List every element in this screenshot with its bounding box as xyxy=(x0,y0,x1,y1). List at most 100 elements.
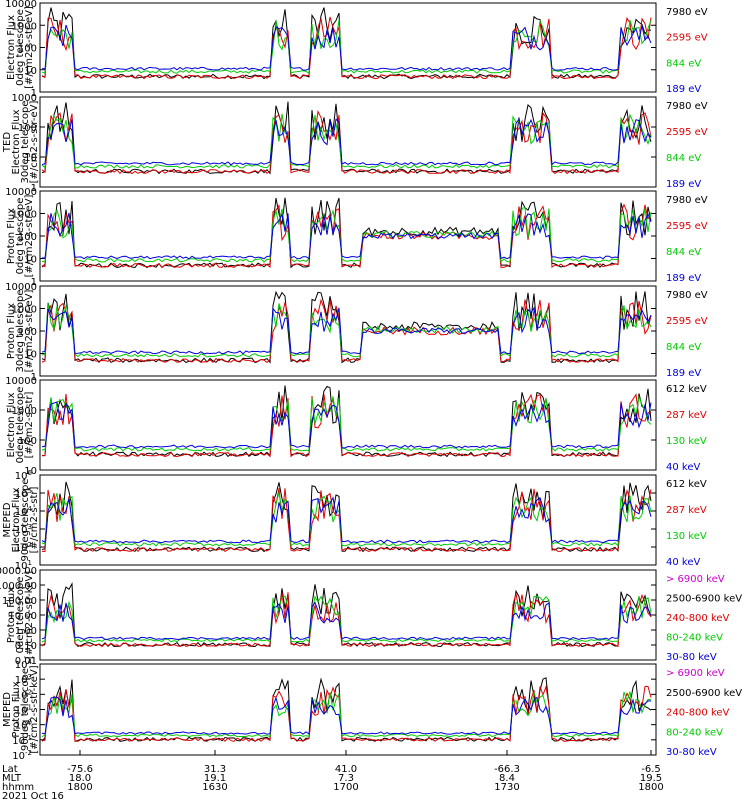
panel-1-ytick-label: 100 xyxy=(18,44,37,55)
panel-6-ytick-label: 103 xyxy=(15,523,32,536)
panel-6-ylabel-line: MEPED xyxy=(2,502,13,537)
xaxis-row-label-lat: Lat xyxy=(2,764,18,775)
x-tick-label: 1730 xyxy=(494,782,519,793)
panel-1-legend-entry: 2595 eV xyxy=(666,33,708,44)
panel-1-ytick-label: 10 xyxy=(24,66,37,77)
panel-6-ytick-label: 104 xyxy=(15,505,33,518)
panel-3-ytick-label: 10000 xyxy=(5,187,37,198)
panel-7: 0.01 0.10 1.00 10.00 100.00 1000.00 10000.00 Pr… xyxy=(0,566,742,667)
x-tick-label: 31.3 xyxy=(204,764,226,775)
panel-7-ytick-label: 0.01 xyxy=(15,656,37,667)
panel-5-legend-entry: 612 keV xyxy=(666,384,707,395)
panel-3-legend-entry: 2595 eV xyxy=(666,221,708,232)
panel-6-ylabel-line: 90deg telescope xyxy=(20,478,31,561)
panel-1-legend-entry: 844 eV xyxy=(666,58,701,69)
panel-1-ytick-label: 1000 xyxy=(12,21,37,32)
panel-3-ytick-label: 100 xyxy=(18,232,37,243)
x-tick-label: 1630 xyxy=(202,782,227,793)
panel-5-ylabel-line: Electron Flux xyxy=(6,392,17,457)
panel-2-ylabel-line: [#/cm2-s-str-eV] xyxy=(29,101,40,184)
panel-5-ylabel-line: 0deg telescope xyxy=(15,387,26,464)
x-axis-labels: Lat MLT hhmm 2021 Oct 16 -75.618.0180031… xyxy=(2,750,664,800)
panel-7-series-4-trace xyxy=(41,595,652,643)
panel-5-series-3-trace xyxy=(41,395,652,452)
panel-1-legend-entry: 7980 eV xyxy=(666,7,708,18)
panel-8-ylabel-line: MEPED xyxy=(2,692,13,727)
panel-7-legend-entry: > 6900 keV xyxy=(666,574,725,585)
panel-8-legend-entry: > 6900 keV xyxy=(666,668,725,679)
panel-6-legend-entry: 612 keV xyxy=(666,479,707,490)
panel-8-legend-entry: 30-80 keV xyxy=(666,747,717,758)
panel-1-series-3-trace xyxy=(41,19,652,75)
panel-2-ylabel-line: TED xyxy=(2,132,13,153)
panel-8-legend-entry: 2500-6900 keV xyxy=(666,688,742,699)
panel-6-legend-entry: 130 keV xyxy=(666,531,707,542)
x-tick-label: 41.0 xyxy=(335,764,357,775)
panel-7-ytick-label: 100.00 xyxy=(2,596,37,607)
panel-1-series-4-trace xyxy=(41,24,652,71)
panel-3-ylabel-line: 0deg telescope xyxy=(15,198,26,275)
xaxis-date: 2021 Oct 16 xyxy=(2,791,64,800)
panel-2-ylabel-line: Electron Flux xyxy=(11,109,22,174)
panel-4-ytick-label: 10 xyxy=(24,350,37,361)
panel-1-ylabel-line: Electron Flux xyxy=(6,15,17,80)
panel-3-ytick-label: 10 xyxy=(24,255,37,266)
panel-4-frame xyxy=(39,285,657,377)
panel-6-series-4-trace xyxy=(41,496,652,544)
panel-8-ytick-label: 100 xyxy=(15,719,32,732)
panel-4-ytick-label: 100 xyxy=(18,327,37,338)
panel-3-legend-entry: 189 eV xyxy=(666,273,701,284)
panel-3-series-3-trace xyxy=(41,206,652,264)
panel-7-ytick-label: 1.00 xyxy=(15,626,37,637)
panel-4-legend-entry: 189 eV xyxy=(666,368,701,379)
panel-4-ylabel-line: Proton Flux xyxy=(6,303,17,359)
panel-6-ytick-label: 102 xyxy=(15,541,32,554)
panel-8-series-4-trace xyxy=(41,691,652,738)
panel-3-ytick-label: 1 xyxy=(31,277,37,288)
xaxis-row-label-mlt: MLT xyxy=(2,773,22,784)
panel-8-ytick-label: 10-2 xyxy=(12,749,32,762)
panel-6-ytick-label: 105 xyxy=(15,487,32,500)
panel-6-ytick-label: 101 xyxy=(15,559,32,572)
panel-8-ylabel-line: 90deg telescope xyxy=(20,668,31,751)
panel-7-legend-entry: 80-240 keV xyxy=(666,633,723,644)
panel-4-ytick-label: 10000 xyxy=(5,282,37,293)
panel-7-legend-entry: 30-80 keV xyxy=(666,652,717,663)
panel-2-ytick-label: 10 xyxy=(24,153,37,164)
x-tick-label: -75.6 xyxy=(67,764,93,775)
panel-8-ylabel-line: [#/cm2-s-str-keV] xyxy=(29,665,40,753)
panel-3-series-2-trace xyxy=(41,203,652,269)
x-tick-label: 1800 xyxy=(67,782,92,793)
panel-1-series-2-trace xyxy=(41,16,652,80)
panel-7-ylabel-line: 0deg telescope xyxy=(15,577,26,654)
panel-2-series-2-trace xyxy=(41,109,652,175)
panel-5-ytick-label: 10 xyxy=(24,466,37,477)
panel-2-ytick-label: 100 xyxy=(18,123,37,134)
panel-5-legend-entry: 130 keV xyxy=(666,436,707,447)
panel-5-ytick-label: 100 xyxy=(18,436,37,447)
panel-6-series-3-trace xyxy=(41,492,652,547)
panel-8-series-2-trace xyxy=(41,677,652,742)
panel-6-frame xyxy=(39,474,657,566)
panel-3-legend-entry: 7980 eV xyxy=(666,195,708,206)
x-tick-label: 18.0 xyxy=(69,773,91,784)
panel-8-ylabel-line: Proton Flux xyxy=(11,681,22,737)
panel-8-legend-entry: 80-240 keV xyxy=(666,727,723,738)
panel-4-ylabel-line: [#/cm2-s-str-eV] xyxy=(24,290,35,373)
x-tick-label: 1700 xyxy=(333,782,358,793)
x-tick-label: -6.5 xyxy=(641,764,661,775)
panel-1-legend-entry: 189 eV xyxy=(666,84,701,95)
panel-4-series-3-trace xyxy=(41,303,652,358)
panel-7-ytick-label: 10.00 xyxy=(8,611,37,622)
panel-5-ytick-label: 1000 xyxy=(12,406,37,417)
panel-4-ytick-label: 1000 xyxy=(12,305,37,316)
panel-8-ytick-label: 103 xyxy=(15,673,32,686)
x-tick-label: -66.3 xyxy=(494,764,520,775)
x-tick-label: 8.4 xyxy=(499,773,515,784)
